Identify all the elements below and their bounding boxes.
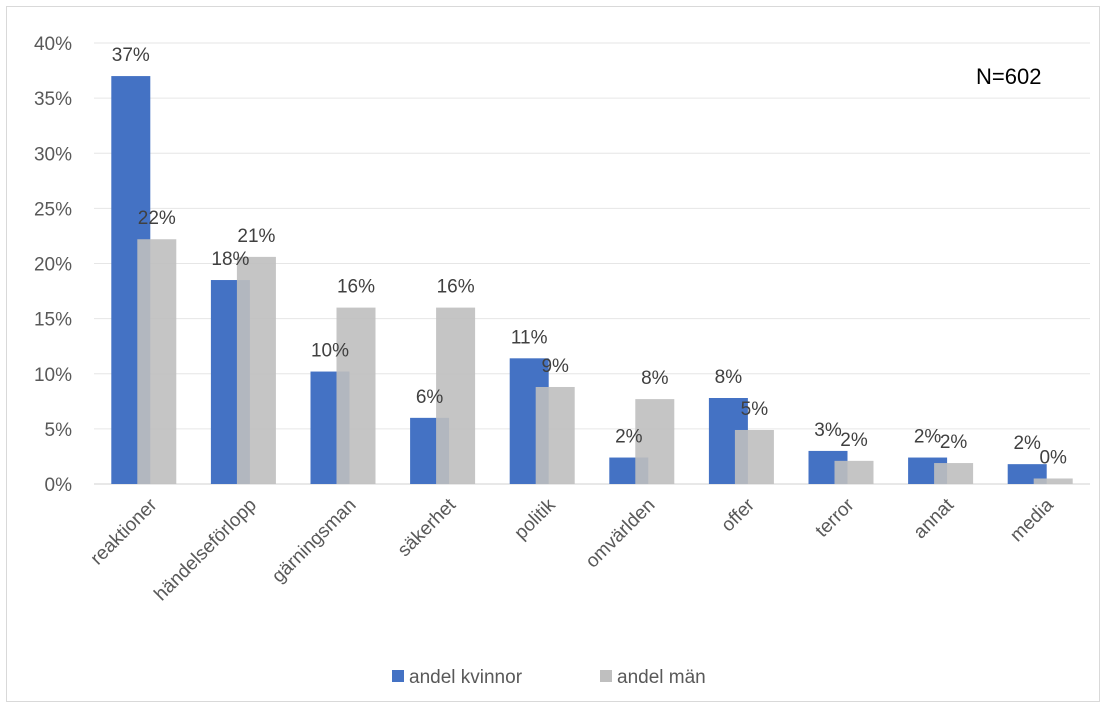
data-label-man: 5% [741,399,769,420]
y-tick-label: 0% [45,475,73,496]
y-tick-label: 30% [34,144,72,165]
data-label-man: 8% [641,368,669,389]
legend-label-man: andel män [617,667,706,688]
data-label-kvinnor: 6% [416,387,444,408]
y-tick-label: 40% [34,34,72,55]
data-label-kvinnor: 2% [615,427,643,448]
bar-man [1033,478,1073,484]
bar-man [236,256,276,484]
category-label: säkerhet [394,494,461,561]
data-label-man: 9% [541,356,569,377]
legend-label-kvinnor: andel kvinnor [409,667,523,688]
category-label: media [1006,494,1058,546]
bar-man [635,399,675,484]
category-label: annat [910,494,959,543]
data-label-kvinnor: 11% [511,327,548,348]
legend: andel kvinnor andel män [392,667,706,688]
data-label-man: 16% [437,277,475,298]
data-label-man: 2% [840,430,868,451]
data-label-man: 21% [237,226,275,247]
bar-man [336,307,376,484]
y-tick-label: 5% [45,420,73,441]
category-label: terror [812,494,859,541]
bar-man [137,239,177,484]
bar-man [934,463,974,484]
data-label-kvinnor: 3% [814,420,842,441]
bar-man [734,429,774,484]
bars [111,76,1073,484]
category-label: politik [511,494,561,544]
data-label-man: 22% [138,208,176,229]
data-label-man: 2% [940,432,968,453]
category-label: gärningsman [268,495,361,588]
y-tick-label: 15% [34,310,72,331]
data-label-man: 0% [1039,447,1067,468]
bar-man [535,386,575,484]
data-label-kvinnor: 2% [914,427,942,448]
legend-swatch-kvinnor [392,670,404,682]
bar-man [436,307,476,484]
chart-frame [6,6,1100,702]
category-label: omvärlden [582,495,660,573]
y-tick-label: 25% [34,199,72,220]
y-axis-ticks: 0% 5% 10% 15% 20% 25% 30% 35% 40% [34,34,72,496]
category-label: händelseförlopp [150,495,260,605]
data-label-man: 16% [337,277,375,298]
data-label-kvinnor: 8% [715,367,743,388]
data-label-kvinnor: 10% [311,341,349,362]
data-label-kvinnor: 37% [112,45,150,66]
data-labels: 37%22%18%21%10%16%6%16%11%9%2%8% 8%5%3%2%… [112,45,1067,468]
category-label: offer [717,494,759,536]
bar-man [834,460,874,484]
data-label-kvinnor: 2% [1013,433,1041,454]
data-label-kvinnor: 18% [211,249,249,270]
category-label: reaktioner [87,494,162,569]
legend-swatch-man [600,670,612,682]
y-tick-label: 20% [34,255,72,276]
y-tick-label: 35% [34,89,72,110]
y-tick-label: 10% [34,365,72,386]
sample-size-annotation: N=602 [976,64,1041,89]
